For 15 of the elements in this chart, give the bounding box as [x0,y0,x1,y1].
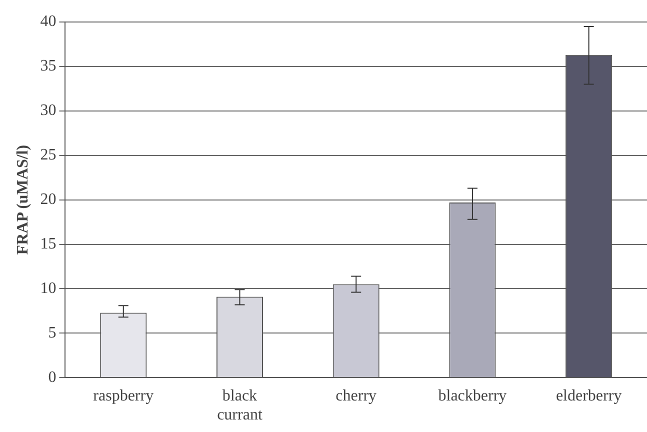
x-tick-label: raspberry [93,387,154,404]
x-tick-label: black currant [217,387,263,424]
y-tick-label: 25 [40,146,56,164]
y-tick-label: 5 [48,324,56,342]
y-axis-title: FRAP (uMAS/l) [14,144,32,255]
y-tick-label: 40 [40,13,56,30]
y-tick-label: 15 [40,235,56,252]
x-tick-label: cherry [336,387,377,404]
y-tick-label: 30 [40,102,56,120]
y-tick-label: 0 [48,368,56,386]
y-tick-label: 10 [40,280,56,297]
y-tick-label: 20 [40,191,56,208]
y-tick-label: 35 [40,58,56,75]
x-tick-label: elderberry [556,387,622,404]
x-tick-label: blackberry [438,387,507,404]
